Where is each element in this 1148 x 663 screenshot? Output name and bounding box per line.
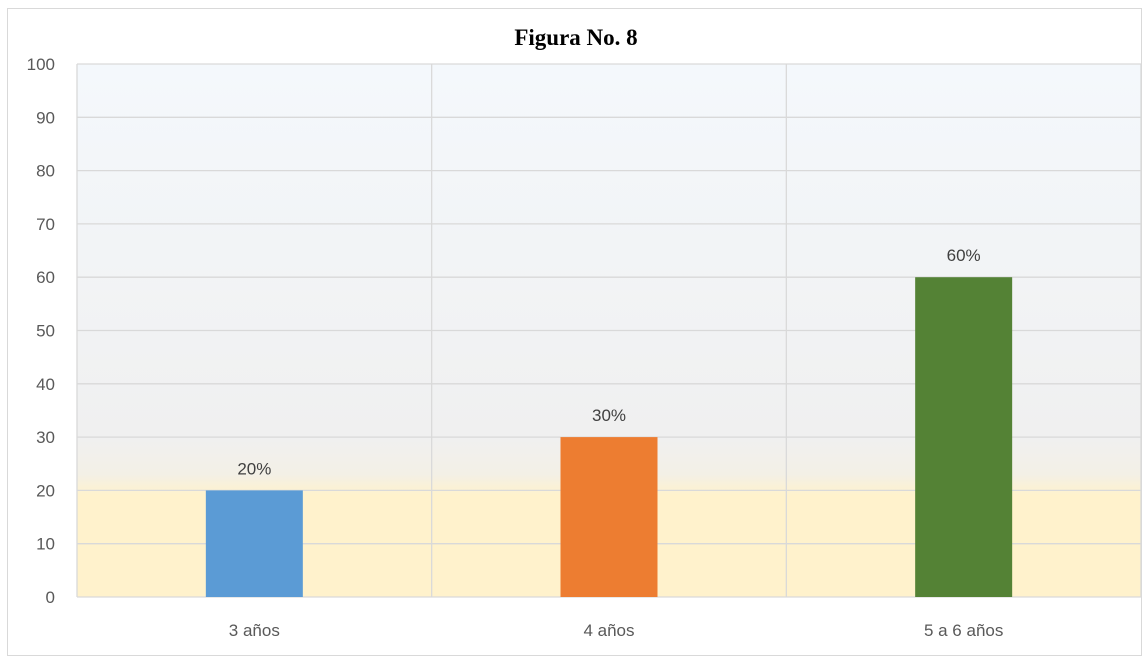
y-axis-tick-labels: 0 10 20 30 40 50 60 70 80 90 100 (27, 55, 55, 607)
y-tick-label: 20 (36, 481, 55, 500)
data-label-1: 20% (237, 459, 271, 478)
y-tick-label: 0 (46, 588, 55, 607)
y-tick-label: 50 (36, 322, 55, 341)
y-tick-label: 100 (27, 55, 55, 74)
data-label-2: 30% (592, 406, 626, 425)
y-tick-label: 30 (36, 428, 55, 447)
y-tick-label: 90 (36, 108, 55, 127)
y-tick-label: 70 (36, 215, 55, 234)
x-axis-category-labels: 3 años 4 años 5 a 6 años (229, 621, 1004, 640)
category-separators (76, 64, 1142, 597)
bar-2 (560, 437, 658, 597)
x-category-label-3: 5 a 6 años (924, 621, 1003, 640)
y-tick-label: 60 (36, 268, 55, 287)
chart-title: Figura No. 8 (514, 25, 637, 50)
y-tick-label: 80 (36, 162, 55, 181)
bars (205, 277, 1013, 597)
x-category-label-1: 3 años (229, 621, 280, 640)
bar-1 (205, 490, 303, 597)
data-labels: 20% 30% 60% (237, 246, 980, 478)
data-label-3: 60% (947, 246, 981, 265)
x-category-label-2: 4 años (583, 621, 634, 640)
bar-3 (915, 277, 1013, 597)
y-tick-label: 10 (36, 535, 55, 554)
y-tick-label: 40 (36, 375, 55, 394)
